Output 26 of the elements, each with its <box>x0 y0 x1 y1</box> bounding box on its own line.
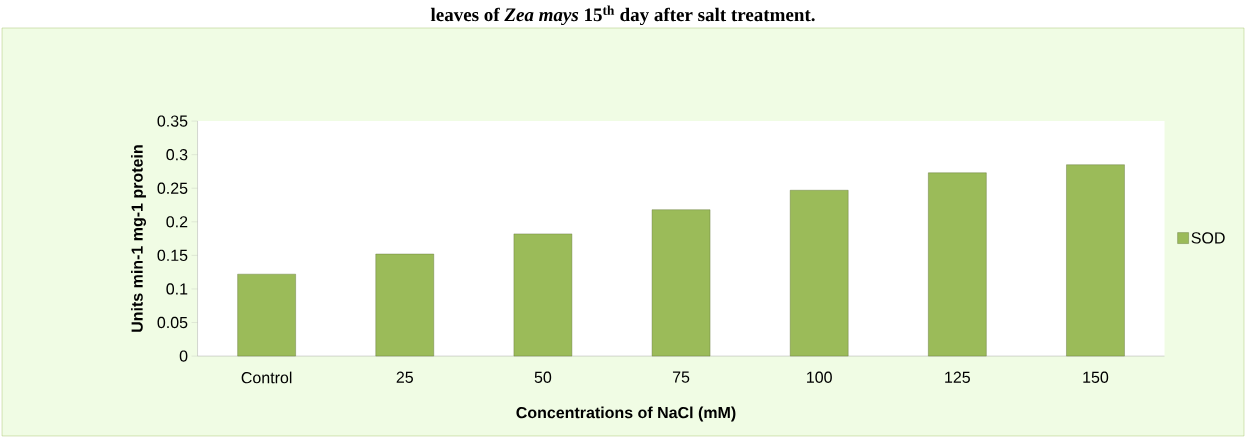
y-tick-label: 0.3 <box>166 148 188 161</box>
x-tick-label: 75 <box>672 371 690 383</box>
x-tick-label: Control <box>241 371 292 384</box>
bar <box>928 172 987 357</box>
bar <box>789 190 849 357</box>
bar <box>237 273 296 357</box>
x-tick-label: 125 <box>945 371 970 383</box>
y-tick-label: 0.25 <box>157 182 188 194</box>
x-tick-label: 100 <box>807 371 832 383</box>
bar <box>375 253 434 357</box>
x-axis-title: Concentrations of NaCl (mM) <box>516 406 736 422</box>
bar <box>651 209 711 357</box>
bar <box>1066 164 1125 357</box>
y-tick-label: 0 <box>179 350 188 362</box>
y-tick-label: 0.05 <box>157 316 188 329</box>
chart-title: leaves of Zea mays 15$^{th}$ day after salt treatment. <box>430 5 815 26</box>
x-tick-label: 150 <box>1083 371 1109 383</box>
x-tick-label: 50 <box>534 371 552 383</box>
bar <box>513 233 573 357</box>
y-tick-label: 0.15 <box>157 249 188 262</box>
y-tick-label: 0.35 <box>157 115 188 127</box>
y-axis-title: Units min-1 mg-1 protein <box>131 145 147 332</box>
legend-label: SOD <box>1191 232 1225 244</box>
y-tick-label: 0.1 <box>166 283 188 295</box>
x-tick-label: 25 <box>396 371 413 383</box>
y-tick-label: 0.2 <box>166 216 188 228</box>
